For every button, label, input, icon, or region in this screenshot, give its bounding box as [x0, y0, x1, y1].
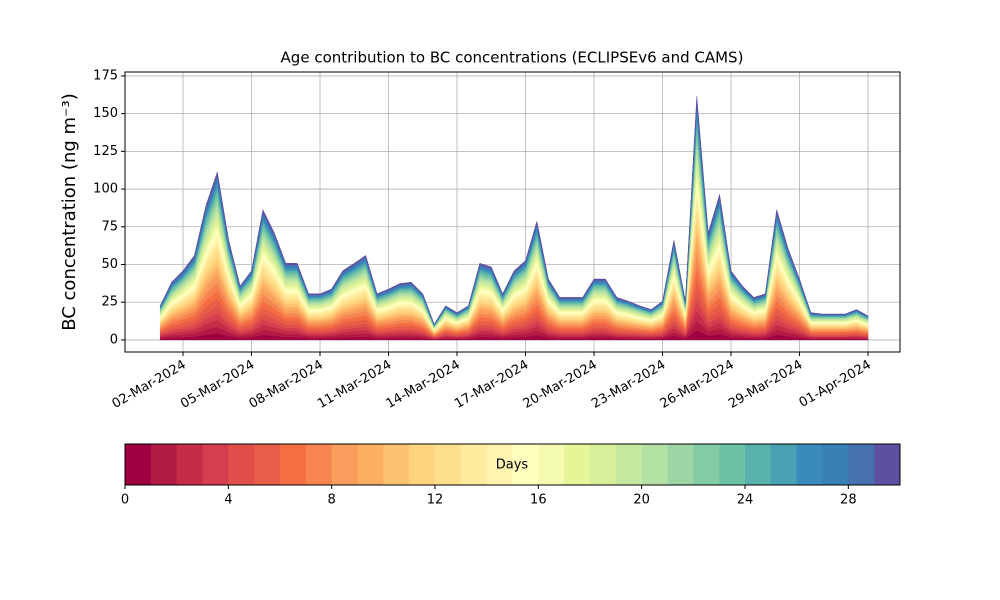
colorbar-bin — [176, 444, 203, 485]
colorbar-bin — [125, 444, 152, 485]
colorbar-bin — [202, 444, 229, 485]
colorbar-bin — [615, 444, 642, 485]
colorbar-bin — [228, 444, 255, 485]
colorbar-bin — [150, 444, 177, 485]
colorbar-bin — [693, 444, 720, 485]
colorbar-bin — [357, 444, 384, 485]
y-tick-label: 25 — [101, 295, 118, 310]
colorbar-bin — [435, 444, 462, 485]
colorbar-bin — [822, 444, 849, 485]
y-tick-label: 75 — [101, 219, 118, 234]
colorbar-bin — [874, 444, 901, 485]
colorbar-bin — [305, 444, 332, 485]
area-band — [159, 96, 869, 326]
x-tick-label: 01-Apr-2024 — [797, 358, 874, 411]
colorbar-bin — [590, 444, 617, 485]
colorbar-tick-label: 4 — [224, 493, 232, 508]
plot-frame — [124, 71, 901, 353]
x-tick-label: 11-Mar-2024 — [315, 358, 394, 412]
colorbar-bin — [409, 444, 436, 485]
colorbar-tick-label: 28 — [840, 493, 857, 508]
y-tick-label: 125 — [93, 144, 118, 159]
colorbar-label: Days — [496, 458, 529, 473]
y-tick-label: 0 — [110, 332, 118, 347]
colorbar-frame — [124, 443, 901, 486]
colorbar-tick-label: 8 — [328, 493, 336, 508]
colorbar-tick-label: 16 — [530, 493, 547, 508]
colorbar-bin — [512, 444, 539, 485]
colorbar-bin — [564, 444, 591, 485]
colorbar-bin — [719, 444, 746, 485]
colorbar-bin — [641, 444, 668, 485]
colorbar-tick-label: 24 — [737, 493, 754, 508]
colorbar-bin — [770, 444, 797, 485]
y-tick-label: 150 — [93, 106, 118, 121]
y-tick-label: 100 — [93, 182, 118, 197]
colorbar-bin — [280, 444, 307, 485]
colorbar-bin — [486, 444, 513, 485]
colorbar-bin — [667, 444, 694, 485]
colorbar-tick-label: 0 — [121, 493, 129, 508]
x-tick-label: 20-Mar-2024 — [521, 358, 600, 412]
x-tick-label: 02-Mar-2024 — [110, 358, 189, 412]
colorbar-bin — [254, 444, 281, 485]
x-tick-label: 14-Mar-2024 — [384, 358, 463, 412]
x-tick-label: 17-Mar-2024 — [452, 358, 531, 412]
y-tick-label: 175 — [93, 68, 118, 83]
colorbar-bin — [848, 444, 875, 485]
colorbar-bin — [745, 444, 772, 485]
colorbar-bin — [538, 444, 565, 485]
x-tick-label: 23-Mar-2024 — [589, 358, 668, 412]
colorbar-tick-label: 20 — [633, 493, 650, 508]
colorbar-bin — [796, 444, 823, 485]
colorbar-tick-label: 12 — [427, 493, 444, 508]
x-tick-label: 29-Mar-2024 — [726, 358, 805, 412]
chart-title: Age contribution to BC concentrations (E… — [281, 49, 744, 67]
colorbar-bin — [383, 444, 410, 485]
x-tick-label: 26-Mar-2024 — [658, 358, 737, 412]
y-tick-label: 50 — [101, 257, 118, 272]
x-tick-label: 08-Mar-2024 — [247, 358, 326, 412]
colorbar-bin — [460, 444, 487, 485]
colorbar-bin — [331, 444, 358, 485]
x-tick-label: 05-Mar-2024 — [178, 358, 257, 412]
y-axis-label: BC concentration (ng m⁻³) — [59, 93, 80, 331]
